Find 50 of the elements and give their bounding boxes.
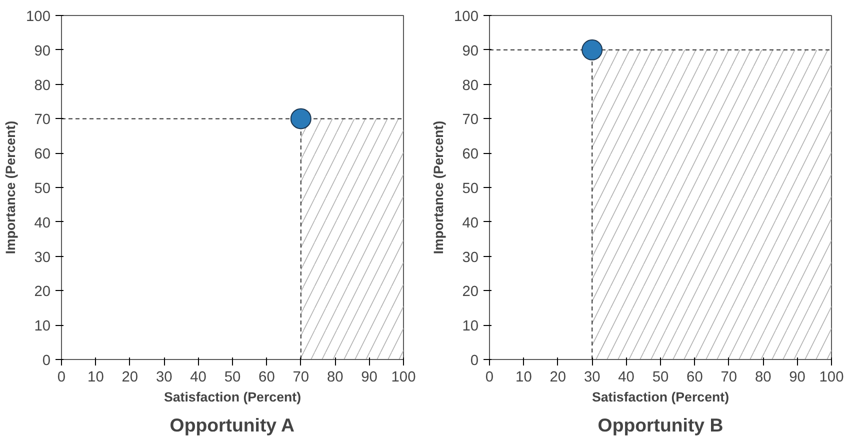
x-axis-title: Satisfaction (Percent)	[592, 390, 730, 404]
y-tick-label: 40	[34, 215, 51, 232]
x-tick-label: 50	[652, 370, 669, 386]
y-axis-title: Importance (Percent)	[3, 120, 18, 254]
y-tick-label: 90	[34, 43, 51, 60]
x-tick-label: 30	[156, 370, 172, 386]
x-tick-label: 10	[516, 370, 532, 386]
y-tick-label: 50	[462, 181, 479, 197]
y-tick-label: 10	[462, 318, 479, 335]
x-tick-label: 0	[57, 370, 66, 386]
text: Opportunity A	[170, 414, 295, 436]
y-tick-label: 10	[34, 318, 51, 335]
x-tick-label: 0	[485, 370, 494, 386]
y-tick-label: 80	[34, 78, 51, 94]
x-tick-label: 30	[584, 370, 600, 386]
x-tick-label: 80	[326, 370, 344, 386]
x-tick-label: 50	[224, 370, 241, 386]
y-tick-label: 30	[34, 250, 51, 266]
x-tick-label: 80	[754, 370, 772, 386]
y-tick-label: 30	[462, 250, 479, 266]
text: Opportunity B	[598, 414, 724, 436]
x-axis-title: Satisfaction (Percent)	[164, 390, 302, 404]
y-tick-label: 70	[34, 112, 51, 128]
y-tick-label: 40	[462, 215, 479, 232]
x-tick-label: 20	[550, 370, 566, 386]
y-tick-label: 60	[462, 146, 479, 163]
y-tick-label: 0	[42, 353, 51, 369]
x-tick-label: 20	[122, 370, 138, 386]
y-tick-label: 20	[34, 284, 51, 300]
x-tick-label: 40	[618, 370, 634, 386]
x-tick-label: 70	[720, 370, 738, 386]
y-tick-label: 100	[26, 9, 51, 25]
y-tick-label: 100	[454, 9, 479, 25]
x-tick-label: 70	[292, 370, 310, 386]
y-tick-label: 60	[34, 146, 51, 163]
y-tick-label: 70	[462, 112, 479, 128]
x-tick-label: 90	[361, 370, 378, 386]
x-tick-label: 40	[190, 370, 206, 386]
x-tick-label: 90	[789, 370, 806, 386]
x-tick-label: 10	[88, 370, 104, 386]
y-tick-label: 20	[462, 284, 479, 300]
y-tick-label: 90	[462, 43, 479, 60]
y-tick-label: 80	[462, 78, 479, 94]
x-tick-label: 60	[686, 370, 703, 386]
x-tick-label: 100	[391, 370, 416, 386]
y-axis-title: Importance (Percent)	[431, 120, 446, 254]
y-tick-label: 50	[34, 181, 51, 197]
x-tick-label: 60	[258, 370, 275, 386]
x-tick-label: 100	[819, 370, 844, 386]
y-tick-label: 0	[470, 353, 479, 369]
